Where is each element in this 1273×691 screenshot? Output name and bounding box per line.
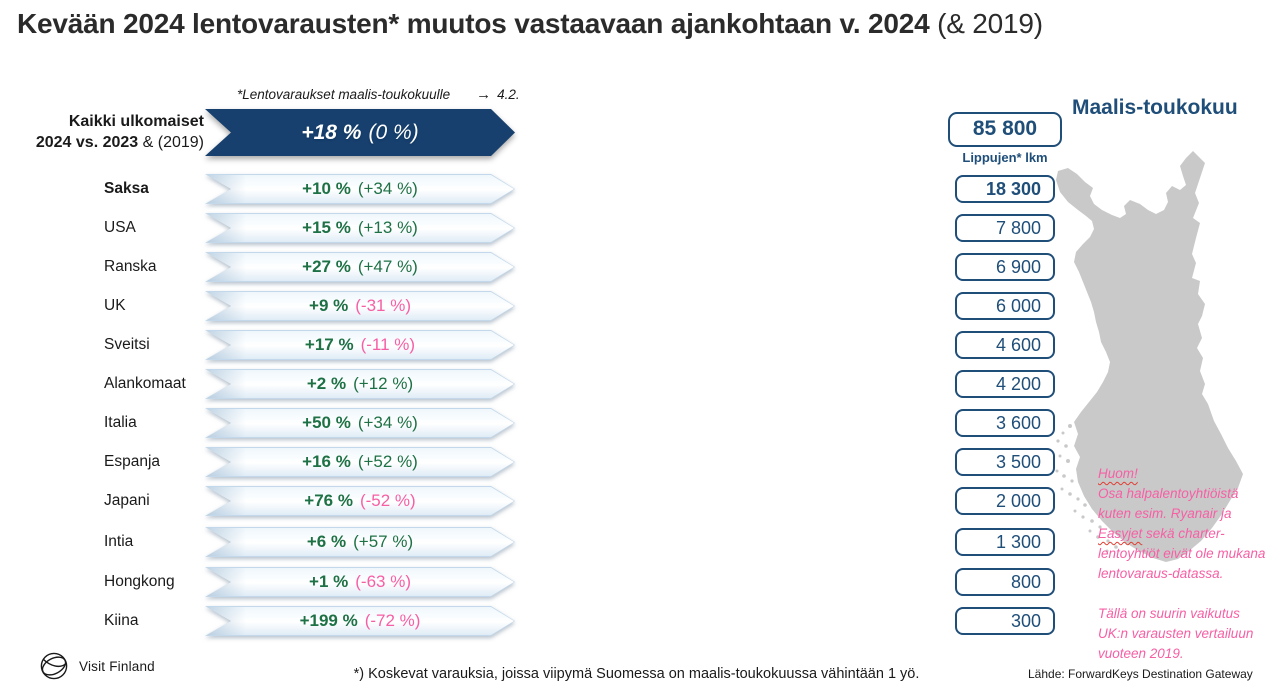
total-tickets-label: Lippujen* lkm (962, 150, 1048, 165)
change-value: +9 % (309, 296, 349, 315)
tickets-box-ranska: 6 900 (955, 253, 1055, 281)
country-label-kiina: Kiina (104, 612, 139, 629)
note-line: Tällä on suurin vaikutus (1098, 606, 1240, 621)
page-title: Kevään 2024 lentovarausten* muutos vasta… (17, 8, 1043, 40)
note-line: lentoyhtiöt eivät ole mukana (1098, 546, 1266, 561)
prev-value: (+34 %) (357, 179, 418, 198)
row-arrow-sveitsi: +17 % (-11 %) (205, 330, 515, 360)
country-label-hongkong: Hongkong (104, 573, 175, 590)
visit-finland-logo-icon (40, 652, 68, 680)
visit-finland-logo-text: Visit Finland (79, 658, 155, 674)
prev-value: (+13 %) (357, 218, 418, 237)
note-line: vuoteen 2019. (1098, 646, 1184, 661)
row-arrow-saksa: +10 % (+34 %) (205, 174, 515, 204)
prev-value: (-63 %) (355, 572, 411, 591)
hero-prev-value: (0 %) (368, 120, 419, 144)
change-value: +1 % (309, 572, 349, 591)
change-value: +50 % (302, 413, 351, 432)
prev-value: (+52 %) (357, 452, 418, 471)
tickets-box-usa: 7 800 (955, 214, 1055, 242)
visit-finland-logo: Visit Finland (38, 650, 155, 682)
page-title-suffix: (& 2019) (929, 8, 1043, 39)
country-label-italia: Italia (104, 414, 137, 431)
footnote-disclaimer: *) Koskevat varauksia, joissa viipymä Su… (353, 666, 920, 682)
prev-value: (-31 %) (355, 296, 411, 315)
prev-value: (+57 %) (353, 532, 414, 551)
tickets-box-saksa: 18 300 (955, 175, 1055, 203)
change-value: +6 % (306, 532, 347, 551)
row-arrow-japani: +76 % (-52 %) (205, 486, 515, 516)
period-header: Maalis-toukokuu (1072, 96, 1238, 119)
note-line: Easyjet sekä charter- (1098, 526, 1225, 541)
row-arrow-uk: +9 % (-31 %) (205, 291, 515, 321)
change-value: +2 % (306, 374, 347, 393)
row-arrow-espanja: +16 % (+52 %) (205, 447, 515, 477)
tickets-box-japani: 2 000 (955, 487, 1055, 515)
tickets-box-uk: 6 000 (955, 292, 1055, 320)
hero-label: Kaikki ulkomaiset 2024 vs. 2023 & (2019) (0, 111, 204, 153)
country-label-ranska: Ranska (104, 258, 157, 275)
row-arrow-kiina: +199 % (-72 %) (205, 606, 515, 636)
row-arrow-italia: +50 % (+34 %) (205, 408, 515, 438)
hero-arrow: +18 % (0 %) (205, 109, 515, 156)
note-flagged-word: Easyjet (1098, 526, 1143, 541)
prev-value: (+34 %) (357, 413, 418, 432)
row-arrow-alankomaat: +2 % (+12 %) (205, 369, 515, 399)
note-line: UK:n varausten vertailuun (1098, 626, 1254, 641)
tickets-box-alankomaat: 4 200 (955, 370, 1055, 398)
country-label-intia: Intia (104, 533, 134, 550)
country-label-sveitsi: Sveitsi (104, 336, 150, 353)
change-value: +16 % (302, 452, 351, 471)
change-value: +76 % (304, 491, 353, 510)
note-line: kuten esim. Ryanair ja (1098, 506, 1232, 521)
hero-label-line2-rest: & (2019) (138, 134, 204, 151)
hero-label-line1: Kaikki ulkomaiset (68, 113, 204, 130)
data-source: Lähde: ForwardKeys Destination Gateway (1028, 667, 1253, 681)
archipelago-dots (1055, 344, 1125, 553)
row-arrow-ranska: +27 % (+47 %) (205, 252, 515, 282)
tickets-box-kiina: 300 (955, 607, 1055, 635)
total-tickets-box: 85 800 (948, 112, 1062, 147)
country-label-saksa: Saksa (104, 180, 149, 197)
tickets-box-hongkong: 800 (955, 568, 1055, 596)
country-label-uk: UK (104, 297, 126, 314)
prev-value: (-72 %) (364, 611, 421, 630)
change-value: +17 % (304, 335, 354, 354)
finland-map (1055, 151, 1243, 562)
tickets-box-espanja: 3 500 (955, 448, 1055, 476)
hero-arrow-shape: +18 % (0 %) (205, 109, 515, 156)
row-arrow-intia: +6 % (+57 %) (205, 527, 515, 557)
tickets-box-italia: 3 600 (955, 409, 1055, 437)
hero-label-line2-bold: 2024 vs. 2023 (35, 134, 139, 151)
row-arrow-usa: +15 % (+13 %) (205, 213, 515, 243)
row-arrow-hongkong: +1 % (-63 %) (205, 567, 515, 597)
prev-value: (-11 %) (360, 335, 416, 354)
page-title-main: Kevään 2024 lentovarausten* muutos vasta… (17, 8, 930, 39)
hero-change-value: +18 % (301, 120, 362, 144)
change-value: +27 % (302, 257, 351, 276)
country-label-alankomaat: Alankomaat (104, 375, 186, 392)
low-cost-carrier-note: Huom! Osa halpalentoyhtiöistä kuten esim… (1098, 464, 1273, 664)
subtitle-date: 4.2. (497, 87, 520, 102)
right-arrow-icon: → (476, 86, 492, 103)
prev-value: (+12 %) (353, 374, 414, 393)
change-value: +15 % (302, 218, 351, 237)
tickets-box-sveitsi: 4 600 (955, 331, 1055, 359)
country-label-usa: USA (104, 219, 136, 236)
change-value: +199 % (299, 611, 358, 630)
note-heading: Huom! (1098, 466, 1138, 481)
country-label-japani: Japani (104, 492, 150, 509)
tickets-box-intia: 1 300 (955, 528, 1055, 556)
change-value: +10 % (302, 179, 351, 198)
subtitle-text: *Lentovaraukset maalis-toukokuulle (237, 87, 451, 102)
subtitle: *Lentovaraukset maalis-toukokuulle → 4.2… (237, 86, 520, 103)
note-line: lentovaraus-datassa. (1098, 566, 1224, 581)
country-label-espanja: Espanja (104, 453, 161, 470)
note-line: Osa halpalentoyhtiöistä (1098, 486, 1239, 501)
prev-value: (+47 %) (357, 257, 418, 276)
prev-value: (-52 %) (359, 491, 416, 510)
